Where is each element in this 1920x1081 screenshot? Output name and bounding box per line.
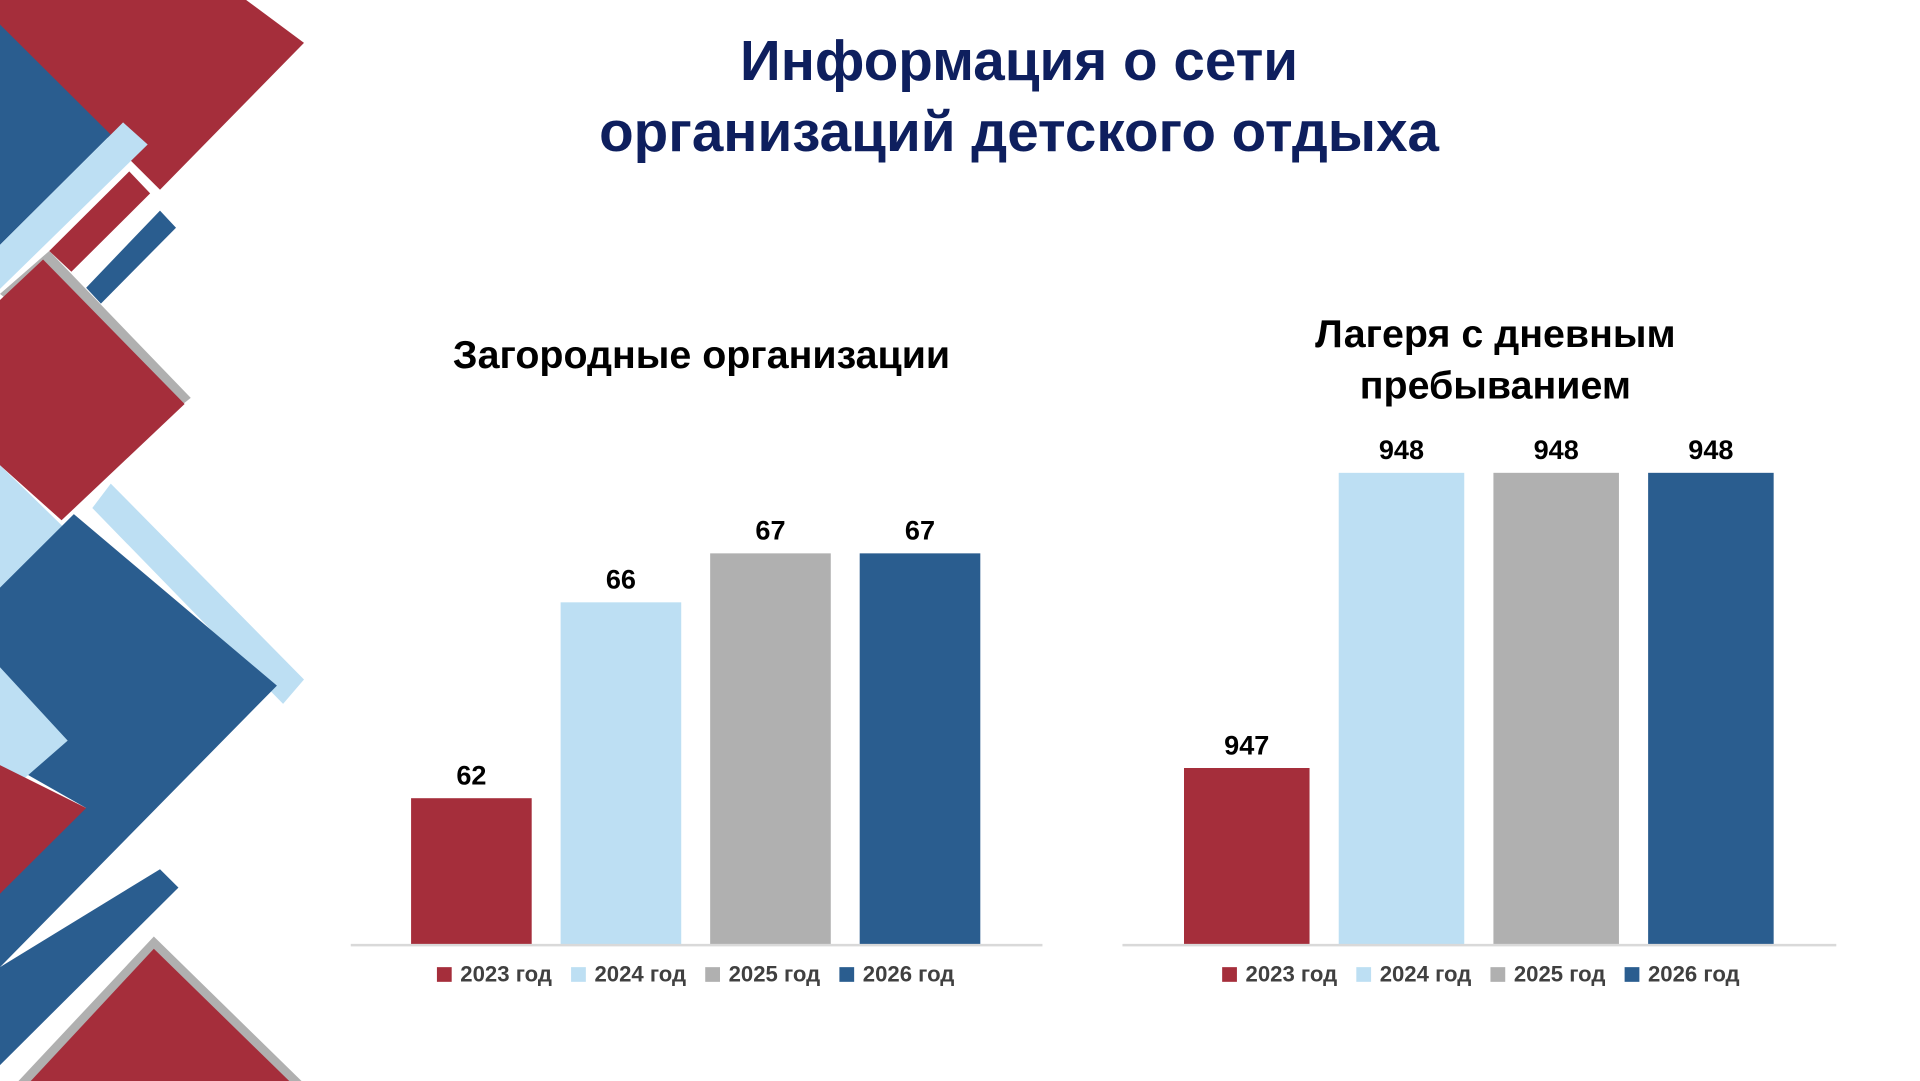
data-label: 948: [1688, 435, 1733, 465]
legend-label: 2026 год: [863, 962, 955, 987]
legend-label: 2023 год: [1246, 962, 1338, 987]
legend-swatch: [839, 967, 855, 982]
bar: [1648, 472, 1774, 946]
bar: [859, 553, 981, 946]
title-line: организаций детского отдыха: [599, 100, 1440, 163]
bar: [1338, 472, 1465, 946]
decoration: [0, 0, 304, 1081]
chart-title: пребыванием: [1360, 364, 1631, 408]
bar: [1184, 768, 1310, 946]
legend-label: 2024 год: [594, 962, 686, 987]
legend-swatch: [1624, 967, 1640, 982]
bar: [1493, 472, 1619, 946]
legend-swatch: [436, 967, 452, 982]
legend-swatch: [571, 967, 586, 982]
title-line: Информация о сети: [740, 29, 1298, 92]
legend-swatch: [705, 967, 720, 982]
data-label: 948: [1534, 435, 1579, 465]
data-label: 67: [905, 516, 935, 546]
bar: [560, 602, 682, 946]
chart-title: Загородные организации: [453, 333, 950, 377]
legend-label: 2025 год: [1514, 962, 1606, 987]
data-label: 947: [1224, 730, 1269, 760]
legend-swatch: [1222, 967, 1237, 982]
data-label: 62: [456, 761, 486, 791]
bar: [710, 553, 831, 946]
legend-label: 2023 год: [460, 962, 552, 987]
legend-swatch: [1356, 967, 1372, 982]
data-label: 67: [755, 516, 785, 546]
data-label: 948: [1379, 435, 1424, 465]
bar: [411, 798, 532, 946]
data-label: 66: [606, 565, 636, 595]
chart-title: Лагеря с дневным: [1315, 312, 1675, 356]
legend-label: 2026 год: [1648, 962, 1740, 987]
legend-label: 2024 год: [1380, 962, 1472, 987]
legend-swatch: [1490, 967, 1506, 982]
legend-label: 2025 год: [729, 962, 821, 987]
